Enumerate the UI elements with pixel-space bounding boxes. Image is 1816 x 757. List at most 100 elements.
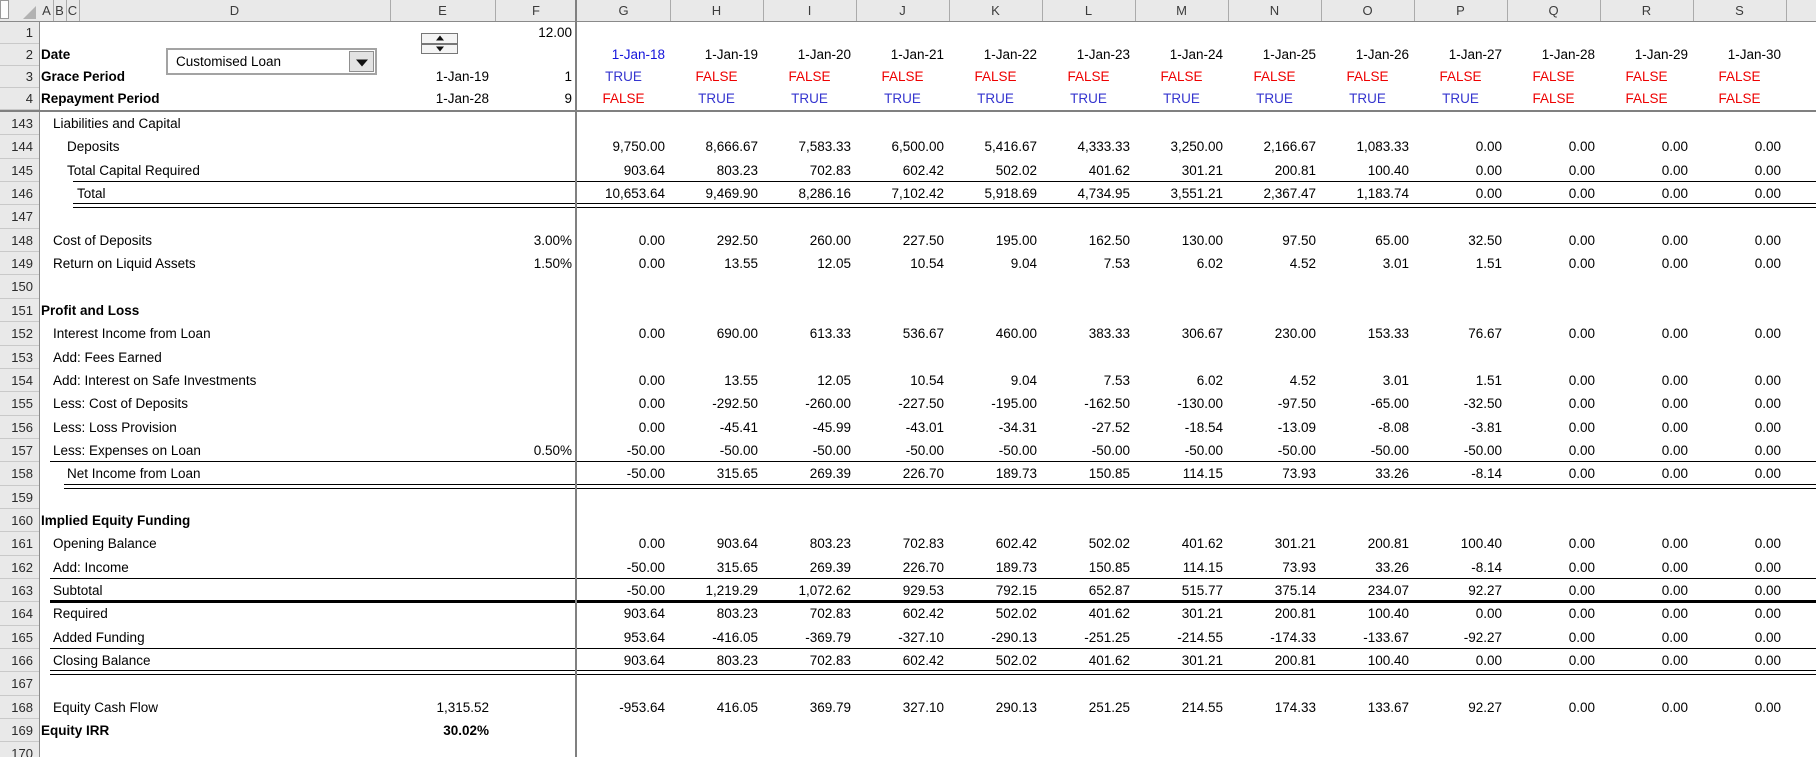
cell-H155[interactable]: -292.50 [712, 396, 758, 412]
row-2-label[interactable]: Date [41, 47, 71, 62]
cell-K163[interactable]: 792.15 [995, 583, 1037, 598]
cell-S163[interactable]: 0.00 [1754, 583, 1781, 598]
cell-L148[interactable]: 162.50 [1088, 232, 1130, 248]
cell-P146[interactable]: 0.00 [1475, 186, 1502, 202]
cell-Q149[interactable]: 0.00 [1568, 256, 1595, 272]
row-header-158[interactable]: 158 [11, 466, 33, 482]
cell-F4[interactable]: 9 [564, 91, 572, 106]
row-header-162[interactable]: 162 [11, 559, 33, 575]
row-149-label[interactable]: Return on Liquid Assets [53, 256, 196, 272]
cell-G144[interactable]: 9,750.00 [612, 139, 665, 155]
cell-K162[interactable]: 189.73 [995, 559, 1037, 575]
cell-M164[interactable]: 301.21 [1181, 606, 1223, 622]
cell-S149[interactable]: 0.00 [1754, 256, 1781, 272]
cell-G163[interactable]: -50.00 [626, 583, 665, 598]
cell-F157[interactable]: 0.50% [533, 442, 572, 458]
cell-S4[interactable]: FALSE [1718, 91, 1761, 106]
cell-J144[interactable]: 6,500.00 [891, 139, 944, 155]
cell-N3[interactable]: FALSE [1253, 69, 1296, 84]
cell-R161[interactable]: 0.00 [1661, 536, 1688, 552]
row-header-151[interactable]: 151 [11, 302, 33, 318]
cell-K2[interactable]: 1-Jan-22 [983, 47, 1037, 62]
cell-R164[interactable]: 0.00 [1661, 606, 1688, 622]
cell-P163[interactable]: 92.27 [1468, 583, 1502, 598]
cell-J164[interactable]: 602.42 [902, 606, 944, 622]
cell-I3[interactable]: FALSE [788, 69, 831, 84]
cell-Q158[interactable]: 0.00 [1568, 466, 1595, 482]
cell-R162[interactable]: 0.00 [1661, 559, 1688, 575]
cell-S165[interactable]: 0.00 [1754, 629, 1781, 645]
row-3-label[interactable]: Grace Period [41, 69, 126, 84]
row-header-157[interactable]: 157 [11, 442, 33, 458]
cell-M146[interactable]: 3,551.21 [1170, 186, 1223, 202]
cell-L149[interactable]: 7.53 [1103, 256, 1130, 272]
cell-M2[interactable]: 1-Jan-24 [1169, 47, 1223, 62]
cell-N155[interactable]: -97.50 [1277, 396, 1316, 412]
column-header-D[interactable]: D [229, 3, 240, 18]
cell-S146[interactable]: 0.00 [1754, 186, 1781, 202]
cell-M156[interactable]: -18.54 [1184, 419, 1223, 435]
cell-K158[interactable]: 189.73 [995, 466, 1037, 482]
cell-P149[interactable]: 1.51 [1475, 256, 1502, 272]
column-header-R[interactable]: R [1641, 3, 1652, 18]
cell-N157[interactable]: -50.00 [1277, 442, 1316, 458]
cell-M158[interactable]: 114.15 [1182, 466, 1223, 482]
cell-P168[interactable]: 92.27 [1468, 699, 1502, 715]
cell-O3[interactable]: FALSE [1346, 69, 1389, 84]
cell-S156[interactable]: 0.00 [1754, 419, 1781, 435]
cell-R166[interactable]: 0.00 [1661, 653, 1688, 669]
cell-H154[interactable]: 13.55 [724, 372, 758, 388]
cell-H158[interactable]: 315.65 [716, 466, 758, 482]
row-168-label[interactable]: Equity Cash Flow [53, 699, 159, 715]
cell-P2[interactable]: 1-Jan-27 [1448, 47, 1502, 62]
cell-K166[interactable]: 502.02 [995, 653, 1037, 669]
cell-M148[interactable]: 130.00 [1181, 232, 1223, 248]
cell-J168[interactable]: 327.10 [902, 699, 944, 715]
cell-P158[interactable]: -8.14 [1471, 466, 1502, 482]
cell-L164[interactable]: 401.62 [1088, 606, 1130, 622]
cell-R152[interactable]: 0.00 [1661, 326, 1688, 342]
cell-R148[interactable]: 0.00 [1661, 232, 1688, 248]
cell-N152[interactable]: 230.00 [1274, 326, 1316, 342]
cell-M145[interactable]: 301.21 [1181, 162, 1223, 178]
cell-J154[interactable]: 10.54 [910, 372, 944, 388]
cell-I156[interactable]: -45.99 [812, 419, 851, 435]
cell-L155[interactable]: -162.50 [1084, 396, 1130, 412]
cell-K146[interactable]: 5,918.69 [984, 186, 1037, 202]
cell-P3[interactable]: FALSE [1439, 69, 1482, 84]
cell-J165[interactable]: -327.10 [898, 629, 944, 645]
cell-I152[interactable]: 613.33 [809, 326, 851, 342]
row-160-label[interactable]: Implied Equity Funding [41, 512, 191, 528]
cell-I155[interactable]: -260.00 [805, 396, 851, 412]
cell-I4[interactable]: TRUE [791, 91, 828, 106]
cell-O166[interactable]: 100.40 [1367, 653, 1409, 669]
cell-P154[interactable]: 1.51 [1475, 372, 1502, 388]
cell-G148[interactable]: 0.00 [638, 232, 665, 248]
row-header-164[interactable]: 164 [11, 606, 33, 622]
cell-S164[interactable]: 0.00 [1754, 606, 1781, 622]
cell-I161[interactable]: 803.23 [809, 536, 851, 552]
column-header-A[interactable]: A [42, 3, 51, 18]
cell-H164[interactable]: 803.23 [716, 606, 758, 622]
cell-Q165[interactable]: 0.00 [1568, 629, 1595, 645]
cell-S162[interactable]: 0.00 [1754, 559, 1781, 575]
cell-J148[interactable]: 227.50 [902, 232, 944, 248]
cell-I157[interactable]: -50.00 [812, 442, 851, 458]
cell-S158[interactable]: 0.00 [1754, 466, 1781, 482]
cell-F149[interactable]: 1.50% [533, 256, 572, 272]
row-166-label[interactable]: Closing Balance [53, 653, 151, 669]
cell-H156[interactable]: -45.41 [719, 419, 758, 435]
cell-M3[interactable]: FALSE [1160, 69, 1203, 84]
cell-G168[interactable]: -953.64 [619, 699, 665, 715]
row-header-143[interactable]: 143 [11, 116, 33, 131]
cell-H163[interactable]: 1,219.29 [705, 583, 758, 598]
cell-O157[interactable]: -50.00 [1370, 442, 1409, 458]
cell-N168[interactable]: 174.33 [1274, 699, 1316, 715]
row-header-159[interactable]: 159 [11, 489, 33, 505]
row-4-label[interactable]: Repayment Period [41, 91, 160, 106]
cell-H157[interactable]: -50.00 [719, 442, 758, 458]
cell-O145[interactable]: 100.40 [1367, 162, 1409, 178]
cell-R146[interactable]: 0.00 [1661, 186, 1688, 202]
cell-O168[interactable]: 133.67 [1367, 699, 1409, 715]
cell-M163[interactable]: 515.77 [1181, 583, 1223, 598]
